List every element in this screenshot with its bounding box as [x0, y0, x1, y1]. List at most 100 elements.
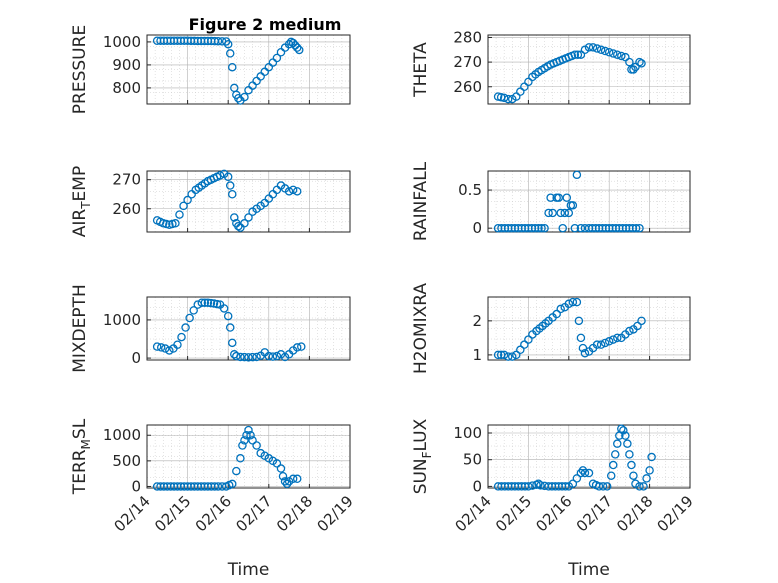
- data-point: [512, 350, 521, 360]
- data-point: [186, 482, 196, 491]
- data-point: [556, 304, 565, 314]
- data-point: [183, 195, 192, 205]
- data-point: [524, 77, 533, 87]
- data-point: [499, 350, 509, 360]
- data-point: [572, 297, 582, 307]
- data-point: [200, 298, 210, 307]
- data-point: [166, 36, 175, 46]
- data-point: [598, 482, 608, 491]
- axes-border-h2omixra: [487, 296, 691, 361]
- data-point: [635, 482, 644, 491]
- data-point: [548, 208, 557, 218]
- data-point: [558, 223, 567, 233]
- data-point: [517, 223, 526, 233]
- y-axis-label: TERRMSL: [70, 418, 93, 495]
- data-point: [272, 351, 282, 361]
- data-point: [584, 468, 594, 478]
- data-point: [206, 298, 216, 308]
- data-point: [567, 51, 577, 61]
- data-point: [645, 466, 654, 475]
- data-point: [584, 43, 594, 52]
- data-point: [617, 424, 626, 433]
- data-point: [212, 299, 222, 309]
- data-point: [625, 450, 634, 459]
- data-point: [613, 50, 622, 59]
- data-point: [592, 44, 602, 53]
- xtick-label: 02/19: [654, 492, 697, 535]
- data-point: [633, 321, 642, 331]
- data-point: [284, 39, 294, 49]
- data-point: [608, 335, 618, 344]
- data-point: [161, 344, 170, 353]
- data-point: [200, 179, 210, 188]
- xtick-label: 02/17: [232, 492, 275, 535]
- axes-border-sun_flux: [487, 424, 691, 489]
- data-point: [162, 219, 171, 229]
- data-point: [176, 36, 186, 46]
- x-axis-label: Time: [567, 560, 610, 580]
- data-point: [292, 343, 302, 352]
- ytick-label: 500: [112, 452, 141, 470]
- data-point: [499, 93, 509, 103]
- data-point: [507, 482, 516, 491]
- data-point: [228, 338, 237, 348]
- axes-border-terr_msl: [146, 424, 351, 489]
- xtick-label: 02/18: [613, 492, 656, 535]
- ytick-label: 800: [112, 79, 141, 97]
- data-point: [248, 352, 257, 362]
- data-point: [272, 53, 282, 63]
- ytick-label: 0: [472, 477, 482, 495]
- data-point: [608, 223, 617, 233]
- data-point: [530, 223, 540, 233]
- data-point: [297, 342, 306, 351]
- data-point: [592, 340, 602, 349]
- data-point: [627, 460, 636, 470]
- data-point: [186, 36, 196, 46]
- y-axis-label: RAINFALL: [411, 161, 431, 241]
- data-point: [252, 352, 261, 362]
- data-point: [606, 471, 616, 480]
- data-point: [619, 426, 628, 435]
- data-point: [572, 170, 582, 180]
- data-point: [588, 43, 598, 52]
- data-point: [608, 460, 618, 470]
- ytick-label: 100: [453, 424, 482, 442]
- data-point: [598, 223, 607, 233]
- data-point: [493, 92, 503, 101]
- data-point: [156, 36, 165, 46]
- data-point: [557, 482, 567, 491]
- data-point: [228, 62, 237, 72]
- data-point: [642, 474, 651, 483]
- data-point: [217, 37, 227, 46]
- data-point: [240, 436, 249, 445]
- data-point: [517, 482, 526, 491]
- data-point: [621, 431, 630, 440]
- xtick-label: 02/14: [452, 492, 495, 535]
- data-point: [608, 49, 618, 58]
- data-point: [568, 479, 578, 488]
- y-axis-label: PRESSURE: [70, 25, 90, 114]
- data-point: [294, 45, 304, 55]
- data-point: [264, 351, 274, 361]
- ytick-label: 1: [472, 346, 482, 364]
- data-point: [600, 46, 610, 56]
- data-point: [628, 223, 638, 233]
- y-axis-label: H2OMIXRA: [411, 283, 431, 374]
- data-point: [588, 223, 597, 233]
- ytick-label: 0: [131, 349, 141, 367]
- data-point: [516, 345, 525, 355]
- data-point: [639, 482, 648, 491]
- data-point: [248, 436, 257, 445]
- data-point: [596, 45, 606, 55]
- data-point: [189, 306, 198, 315]
- data-point: [537, 223, 546, 233]
- ytick-label: 260: [112, 200, 141, 218]
- data-point: [600, 338, 610, 348]
- data-point: [196, 482, 206, 491]
- data-point: [602, 482, 612, 491]
- data-point: [173, 340, 182, 349]
- subplot-mixdepth: 0 1000 MIXDEPTH: [70, 284, 351, 373]
- data-point: [572, 474, 582, 483]
- data-point: [207, 482, 216, 491]
